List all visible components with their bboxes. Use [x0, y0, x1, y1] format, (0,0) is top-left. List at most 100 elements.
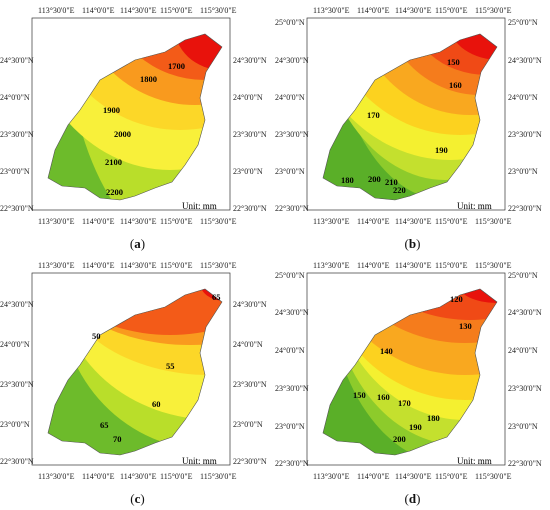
unit-label: Unit: mm	[182, 456, 217, 466]
contour-label: 55	[166, 361, 175, 371]
tick-label: 24°0'0"N	[508, 346, 538, 355]
tick-label: 114°0'0"E	[357, 217, 390, 226]
contour-label: 140	[380, 346, 393, 356]
tick-label: 113°30'0"E	[38, 6, 75, 15]
contour-labels: 1700 1800 1900 2000 2100 2200	[103, 61, 185, 197]
contour-label: 160	[449, 80, 462, 90]
tick-label: 22°30'0"N	[0, 204, 34, 213]
caption-paren: )	[416, 491, 421, 506]
tick-label: 114°30'0"E	[395, 472, 432, 481]
tick-label: 114°0'0"E	[82, 217, 115, 226]
contour-label: 160	[377, 392, 390, 402]
caption-paren: (	[129, 236, 135, 251]
map-d: 120 130 140 150 160 170 180 190 200 Unit…	[275, 261, 542, 481]
tick-label: 114°30'0"E	[120, 472, 157, 481]
tick-label: 22°30'0"N	[508, 204, 542, 213]
tick-label: 23°0'0"N	[233, 167, 263, 176]
zone	[174, 34, 222, 70]
tick-label: 24°0'0"N	[508, 93, 538, 102]
tick-label: 24°30'0"N	[508, 56, 542, 65]
caption-letter: a	[134, 236, 141, 251]
tick-label: 113°30'0"E	[313, 6, 350, 15]
tick-label: 23°0'0"N	[275, 167, 305, 176]
contour-label: 170	[367, 110, 380, 120]
caption-paren: (	[404, 491, 409, 506]
tick-label: 114°0'0"E	[357, 472, 390, 481]
contour-label: 120	[450, 294, 463, 304]
contour-label: 65	[212, 292, 221, 302]
tick-label: 23°0'0"N	[508, 422, 538, 431]
contour-label: 190	[409, 422, 422, 432]
caption-paren: (	[404, 236, 409, 251]
panel-d: 120 130 140 150 160 170 180 190 200 Unit…	[275, 255, 550, 510]
bottom-longitude-ticks: 113°30'0"E 114°0'0"E 114°30'0"E 115°0'0"…	[38, 472, 237, 481]
left-latitude-ticks: 25°0'0"N 24°30'0"N 24°0'0"N 23°30'0"N 23…	[275, 271, 309, 468]
tick-label: 24°0'0"N	[0, 93, 30, 102]
tick-label: 115°30'0"E	[200, 6, 237, 15]
tick-label: 115°0'0"E	[160, 217, 193, 226]
right-latitude-ticks: 25°0'0"N 24°30'0"N 24°0'0"N 23°30'0"N 23…	[508, 18, 542, 213]
contour-label: 50	[92, 331, 101, 341]
contour-label: 2000	[114, 129, 131, 139]
contour-label: 210	[385, 177, 398, 187]
left-latitude-ticks: 25°0'0"N 24°30'0"N 24°0'0"N 23°30'0"N 23…	[275, 18, 309, 213]
tick-label: 114°30'0"E	[395, 6, 432, 15]
right-latitude-ticks: 24°30'0"N 24°0'0"N 23°30'0"N 23°0'0"N 22…	[233, 56, 267, 213]
tick-label: 23°30'0"N	[233, 380, 267, 389]
tick-label: 115°30'0"E	[200, 472, 237, 481]
tick-label: 22°30'0"N	[275, 204, 309, 213]
tick-label: 23°0'0"N	[0, 420, 30, 429]
contour-label: 200	[393, 434, 406, 444]
tick-label: 24°0'0"N	[275, 93, 305, 102]
tick-label: 115°0'0"E	[435, 6, 468, 15]
tick-label: 115°30'0"E	[475, 6, 512, 15]
tick-label: 23°30'0"N	[508, 384, 542, 393]
tick-label: 113°30'0"E	[38, 217, 75, 226]
contour-label: 220	[393, 185, 406, 195]
bottom-longitude-ticks: 113°30'0"E 114°0'0"E 114°30'0"E 115°0'0"…	[313, 217, 512, 226]
caption-paren: )	[140, 491, 145, 506]
tick-label: 24°30'0"N	[0, 56, 34, 65]
contour-label: 180	[427, 413, 440, 423]
left-latitude-ticks: 24°30'0"N 24°0'0"N 23°30'0"N 23°0'0"N 22…	[0, 300, 34, 466]
right-latitude-ticks: 25°0'0"N 24°30'0"N 24°0'0"N 23°30'0"N 23…	[508, 271, 542, 468]
panel-a: 1700 1800 1900 2000 2100 2200 Unit: mm 1…	[0, 0, 275, 255]
tick-label: 23°0'0"N	[508, 167, 538, 176]
tick-label: 115°0'0"E	[435, 472, 468, 481]
tick-label: 23°30'0"N	[0, 380, 34, 389]
contour-label: 70	[113, 434, 122, 444]
caption-paren: )	[140, 236, 146, 251]
contour-label: 130	[459, 321, 472, 331]
caption-paren: )	[416, 236, 421, 251]
contour-label: 150	[447, 57, 460, 67]
tick-label: 113°30'0"E	[313, 472, 350, 481]
map-c: 65 50 55 60 65 70 Unit: mm 113°30'0"E 11…	[0, 261, 267, 481]
panel-caption: (c)	[0, 491, 275, 507]
tick-label: 114°0'0"E	[82, 472, 115, 481]
panel-caption: (d)	[275, 491, 550, 507]
tick-label: 23°30'0"N	[0, 130, 34, 139]
contour-label: 1700	[168, 61, 185, 71]
tick-label: 115°30'0"E	[475, 217, 512, 226]
tick-label: 22°30'0"N	[275, 459, 309, 468]
tick-label: 114°0'0"E	[82, 261, 115, 270]
panel-c: 65 50 55 60 65 70 Unit: mm 113°30'0"E 11…	[0, 255, 275, 510]
contour-label: 200	[368, 174, 381, 184]
contour-labels: 65 50 55 60 65 70	[92, 292, 221, 444]
tick-label: 23°0'0"N	[233, 420, 263, 429]
region-boundary	[322, 33, 498, 201]
tick-label: 24°30'0"N	[233, 56, 267, 65]
tick-label: 22°30'0"N	[233, 457, 267, 466]
caption-letter: b	[408, 236, 417, 251]
unit-label: Unit: mm	[182, 201, 217, 211]
contour-label: 65	[100, 420, 109, 430]
tick-label: 24°30'0"N	[233, 300, 267, 309]
tick-label: 114°30'0"E	[120, 6, 157, 15]
caption-letter: d	[408, 491, 417, 506]
contour-labels: 120 130 140 150 160 170 180 190 200	[353, 294, 472, 444]
tick-label: 114°30'0"E	[395, 261, 432, 270]
tick-label: 22°30'0"N	[0, 457, 34, 466]
tick-label: 115°30'0"E	[200, 261, 237, 270]
right-latitude-ticks: 24°30'0"N 24°0'0"N 23°30'0"N 23°0'0"N 22…	[233, 300, 267, 466]
contour-label: 2200	[106, 187, 123, 197]
